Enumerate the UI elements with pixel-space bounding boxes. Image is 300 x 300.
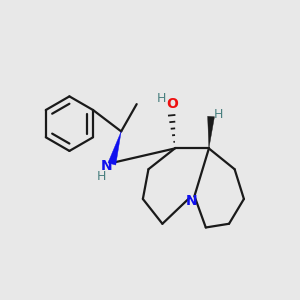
Polygon shape: [208, 116, 214, 148]
Text: H: H: [214, 109, 224, 122]
Text: H: H: [96, 170, 106, 184]
Text: H: H: [157, 92, 167, 105]
Text: N: N: [100, 159, 112, 173]
Text: N: N: [186, 194, 198, 208]
Text: O: O: [166, 98, 178, 111]
Polygon shape: [108, 131, 121, 165]
